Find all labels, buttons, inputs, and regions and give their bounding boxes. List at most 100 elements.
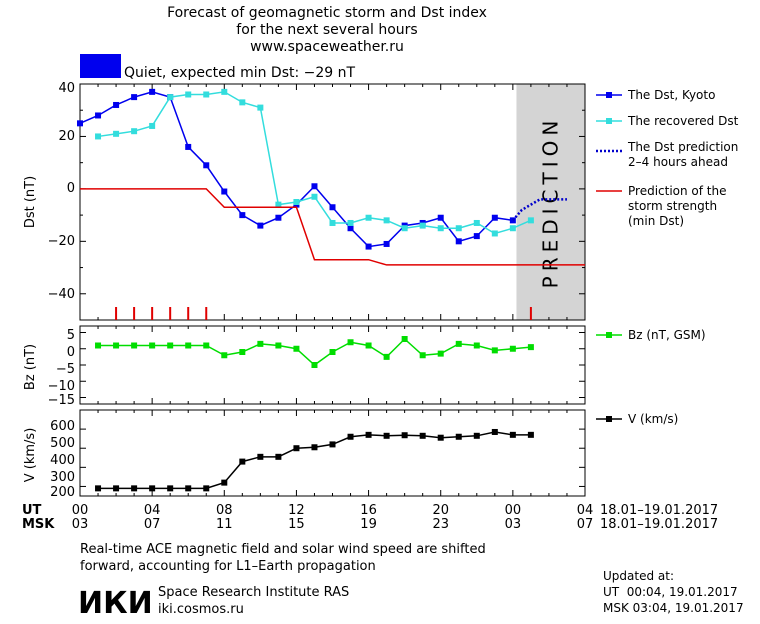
legend-label-bz: Bz (nT, GSM) <box>628 328 706 342</box>
institute-site: iki.cosmos.ru <box>158 602 244 617</box>
legend-marker-v <box>606 416 612 422</box>
legend-label-v: V (km/s) <box>628 412 678 426</box>
updated-label: Updated at: <box>603 569 674 583</box>
legend-label-recovered-dst: The recovered Dst <box>627 114 739 128</box>
ut-tick-label: 04 <box>577 503 594 518</box>
legend-marker-dst-kyoto <box>606 92 612 98</box>
data-point-0-0 <box>257 222 264 229</box>
legend-line: 2–4 hours ahead <box>628 155 728 169</box>
data-point-2-0 <box>491 428 498 435</box>
dst-y-axis-label: Dst (nT) <box>23 176 38 228</box>
data-point-2-0 <box>437 434 444 441</box>
series-line-0-2 <box>511 198 567 222</box>
ut-axis-label: UT <box>22 503 42 518</box>
data-point-0-0 <box>185 143 192 150</box>
data-point-1-0 <box>437 350 444 357</box>
data-point-0-1 <box>239 99 246 106</box>
legend-line: (min Dst) <box>628 214 684 228</box>
data-point-2-0 <box>167 485 174 492</box>
legend-line: The Dst prediction <box>627 140 738 154</box>
data-point-1-0 <box>419 352 426 359</box>
iki-logo: ИКИ <box>78 586 153 620</box>
data-point-2-0 <box>401 432 408 439</box>
v-y-tick: 400 <box>50 453 75 468</box>
chart-title-line-1: Forecast of geomagnetic storm and Dst in… <box>167 5 487 21</box>
data-point-0-1 <box>473 219 480 226</box>
data-point-1-0 <box>95 342 102 349</box>
ut-tick-label: 16 <box>360 503 377 518</box>
data-point-0-0 <box>131 94 138 101</box>
data-point-0-1 <box>329 219 336 226</box>
data-point-0-0 <box>239 212 246 219</box>
data-point-1-0 <box>527 344 534 351</box>
data-point-0-1 <box>491 230 498 237</box>
data-point-1-0 <box>473 342 480 349</box>
data-point-0-1 <box>455 225 462 232</box>
bz-y-tick: 5 <box>67 328 75 343</box>
data-point-0-1 <box>275 201 282 208</box>
status-indicator-swatch <box>80 54 121 78</box>
bz-y-axis-label: Bz (nT) <box>23 344 38 390</box>
data-point-2-0 <box>329 441 336 448</box>
data-point-0-1 <box>383 217 390 224</box>
data-point-1-0 <box>455 340 462 347</box>
legend-label-dst-kyoto: The Dst, Kyoto <box>627 88 715 102</box>
data-point-0-1 <box>203 91 210 98</box>
data-point-1-0 <box>239 349 246 355</box>
data-point-0-0 <box>113 101 120 108</box>
data-point-0-0 <box>383 240 390 247</box>
data-point-0-0 <box>329 204 336 211</box>
footnote-line-1: Real-time ACE magnetic field and solar w… <box>80 542 486 557</box>
series-line-2-0 <box>98 431 531 490</box>
ut-tick-label: 04 <box>144 503 161 518</box>
data-point-0-1 <box>257 104 264 111</box>
data-point-1-0 <box>221 352 228 359</box>
data-point-0-0 <box>149 88 156 95</box>
data-point-2-0 <box>347 433 354 440</box>
data-point-0-1 <box>221 88 228 95</box>
series-line-0-1 <box>97 91 532 235</box>
data-point-2-0 <box>293 445 300 452</box>
msk-axis-label: MSK <box>22 517 55 532</box>
data-point-1-0 <box>203 342 210 349</box>
data-point-1-0 <box>131 342 138 349</box>
data-point-1-0 <box>347 339 354 346</box>
dst-y-tick: 40 <box>58 81 75 96</box>
bz-panel-frame <box>79 325 586 405</box>
data-point-2-0 <box>203 485 210 492</box>
msk-tick-label: 11 <box>216 517 233 532</box>
data-point-2-0 <box>257 453 264 460</box>
data-point-2-0 <box>527 431 534 438</box>
legend-label-storm-strength: Prediction of the storm strength (min Dst) <box>628 184 727 228</box>
data-point-0-1 <box>113 130 120 137</box>
series-line-0-0 <box>79 91 513 248</box>
data-point-0-0 <box>365 243 372 250</box>
data-point-1-0 <box>113 342 120 349</box>
data-point-0-1 <box>131 128 138 135</box>
data-point-2-0 <box>95 485 102 492</box>
data-point-0-0 <box>275 214 282 221</box>
data-point-0-1 <box>509 225 516 232</box>
data-point-0-0 <box>437 214 444 221</box>
data-point-1-0 <box>401 336 408 342</box>
legend-label-dst-prediction: The Dst prediction 2–4 hours ahead <box>627 140 738 169</box>
msk-tick-label: 19 <box>360 517 377 532</box>
footnote-line-2: forward, accounting for L1–Earth propaga… <box>80 559 376 574</box>
data-point-0-0 <box>473 233 480 240</box>
data-point-1-0 <box>185 342 192 349</box>
v-y-tick: 200 <box>50 485 75 500</box>
msk-tick-label: 03 <box>505 517 522 532</box>
data-point-1-0 <box>311 362 318 368</box>
data-point-2-0 <box>239 458 246 465</box>
data-point-0-1 <box>437 225 444 232</box>
data-point-0-1 <box>185 91 192 98</box>
data-point-0-1 <box>167 94 174 101</box>
data-point-0-1 <box>365 214 372 221</box>
bz-y-tick: 0 <box>67 345 75 360</box>
v-y-tick: 600 <box>50 419 75 434</box>
msk-tick-label: 15 <box>288 517 305 532</box>
data-point-2-0 <box>365 431 372 438</box>
data-point-1-0 <box>365 342 372 349</box>
status-text: Quiet, expected min Dst: −29 nT <box>124 65 356 81</box>
